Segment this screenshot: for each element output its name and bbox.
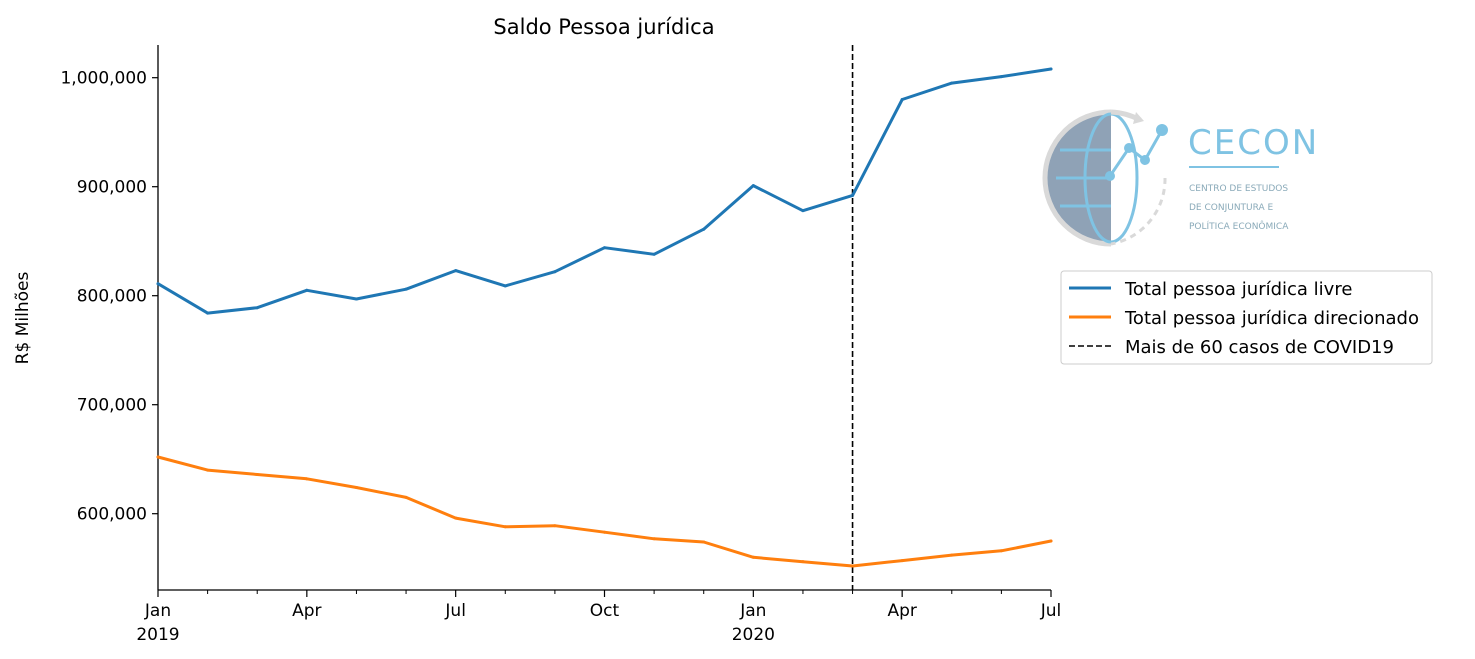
data-point [751, 184, 755, 188]
data-point [999, 549, 1003, 553]
data-point [950, 81, 954, 85]
x-tick-label: Jul [444, 601, 466, 621]
y-tick-label: 700,000 [77, 396, 147, 416]
logo-subtitle-1: CENTRO DE ESTUDOS [1189, 184, 1288, 194]
data-point [255, 472, 259, 476]
data-point [801, 560, 805, 564]
logo-title: CECON [1188, 123, 1319, 163]
y-tick-label: 900,000 [77, 178, 147, 198]
legend-label-livre: Total pessoa jurídica livre [1124, 279, 1352, 300]
logo-subtitle-3: POLÍTICA ECONÔMICA [1189, 220, 1289, 232]
legend-label-direcionado: Total pessoa jurídica direcionado [1124, 308, 1419, 329]
data-point [652, 537, 656, 541]
x-tick-year-label: 2019 [136, 625, 179, 645]
data-point [503, 284, 507, 288]
data-point [702, 227, 706, 231]
cecon-logo: CECON CENTRO DE ESTUDOS DE CONJUNTURA E … [1042, 109, 1319, 247]
x-tick-label: Jan [144, 601, 171, 621]
series-line-livre [156, 67, 1053, 315]
data-point [354, 486, 358, 490]
data-point [652, 252, 656, 256]
data-point [950, 553, 954, 557]
data-point [206, 311, 210, 315]
data-point [404, 495, 408, 499]
chart-title: Saldo Pessoa jurídica [493, 15, 714, 39]
data-point [999, 75, 1003, 79]
data-point [851, 193, 855, 197]
y-tick-label: 600,000 [77, 505, 147, 525]
x-tick-label: Apr [887, 601, 916, 621]
data-point [206, 468, 210, 472]
data-point [1049, 67, 1053, 71]
data-point [156, 455, 160, 459]
data-point [751, 555, 755, 559]
data-point [255, 306, 259, 310]
data-point [354, 297, 358, 301]
y-tick-label: 1,000,000 [60, 69, 147, 89]
logo-subtitle-2: DE CONJUNTURA E [1189, 203, 1274, 213]
data-point [305, 288, 309, 292]
data-point [1049, 539, 1053, 543]
data-point [553, 270, 557, 274]
legend-label-covid: Mais de 60 casos de COVID19 [1125, 337, 1394, 358]
data-point [702, 540, 706, 544]
data-point [603, 530, 606, 534]
data-point [900, 559, 904, 563]
x-tick-label: Jul [1040, 601, 1062, 621]
axes [157, 45, 1051, 591]
data-point [454, 269, 458, 273]
legend-frame [1060, 270, 1433, 365]
data-point [851, 564, 855, 568]
series-layer [156, 67, 1053, 568]
data-point [404, 287, 408, 291]
data-point [156, 282, 160, 286]
data-point [553, 524, 557, 528]
x-tick-label: Jan [739, 601, 766, 621]
x-tick-label: Apr [292, 601, 321, 621]
x-tick-label: Oct [590, 601, 620, 621]
data-point [305, 477, 309, 481]
data-point [900, 98, 904, 101]
data-point [503, 525, 507, 529]
series-line-direcionado [156, 455, 1053, 568]
x-tick-year-label: 2020 [732, 625, 775, 645]
x-ticks: Jan 2019 Apr Jul Oct Jan 2020 Apr Jul [136, 590, 1061, 645]
y-ticks: 600,000 700,000 800,000 900,000 1,000,000 [60, 69, 158, 525]
data-point [801, 209, 805, 213]
legend: Total pessoa jurídica livre Total pessoa… [1060, 270, 1433, 365]
y-tick-label: 800,000 [77, 287, 147, 307]
data-point [603, 246, 606, 250]
globe-icon [1042, 109, 1167, 247]
y-axis-label: R$ Milhões [13, 272, 33, 365]
trend-line-icon [1105, 124, 1168, 181]
data-point [454, 516, 458, 520]
